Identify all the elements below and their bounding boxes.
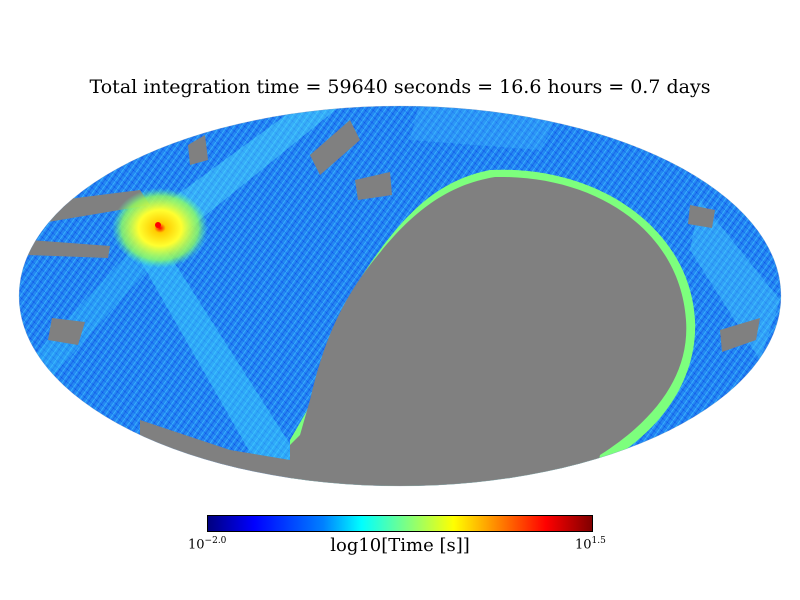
colorbar-label: log10[Time [s]] — [330, 535, 470, 556]
unobserved-patch — [188, 135, 208, 165]
hotspot-peak — [155, 222, 161, 228]
colorbar-gradient — [207, 515, 593, 532]
colorbar-max-label: 101.5 — [575, 536, 606, 553]
unobserved-patch — [48, 318, 85, 345]
map-outline — [18, 105, 782, 487]
unobserved-patch — [28, 240, 110, 258]
colorbar — [207, 515, 593, 532]
colorbar-min-label: 10−2.0 — [188, 536, 227, 553]
map-title: Total integration time = 59640 seconds =… — [89, 76, 711, 98]
unobserved-patch — [355, 172, 392, 200]
unobserved-patch — [310, 120, 360, 175]
unobserved-patch — [720, 318, 760, 352]
hotspot-glow — [112, 188, 208, 268]
scan-band — [30, 230, 170, 390]
scan-band — [140, 240, 300, 470]
scan-band — [150, 106, 360, 240]
unobserved-patch — [688, 205, 715, 228]
unobserved-region — [290, 176, 687, 486]
